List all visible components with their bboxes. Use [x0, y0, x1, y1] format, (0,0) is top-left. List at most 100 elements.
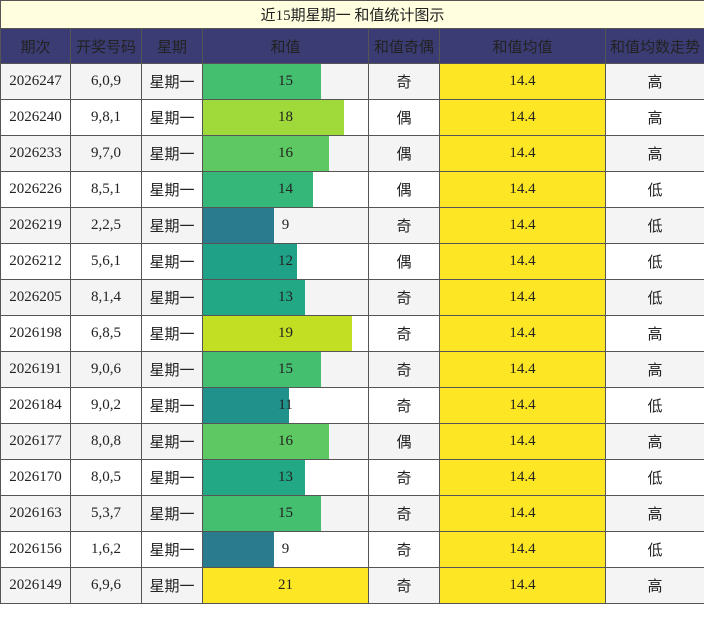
parity-cell: 奇 [368, 387, 440, 424]
sum-value-label: 14 [278, 181, 293, 197]
parity-cell: 奇 [368, 279, 440, 316]
average-cell: 14.4 [439, 135, 606, 172]
parity-cell: 奇 [368, 207, 440, 244]
sum-bar [203, 64, 321, 99]
trend-cell: 高 [604, 99, 704, 136]
weekday-cell: 星期一 [141, 531, 203, 568]
sum-value-label: 15 [278, 361, 293, 377]
sum-value-label: 19 [278, 325, 293, 341]
sum-bar [203, 280, 306, 315]
table-row: 2026226 8,5,1 星期一 14 偶 14.4 低 [0, 171, 704, 208]
numbers-cell: 9,7,0 [70, 135, 142, 172]
sum-cell: 16 [202, 423, 369, 460]
average-cell: 14.4 [439, 171, 606, 208]
numbers-cell: 9,0,6 [70, 351, 142, 388]
sum-cell: 15 [202, 351, 369, 388]
sum-value-label: 21 [278, 577, 293, 593]
table-row: 2026219 2,2,5 星期一 9 奇 14.4 低 [0, 207, 704, 244]
sum-value-label: 15 [278, 505, 293, 521]
table-row: 2026198 6,8,5 星期一 19 奇 14.4 高 [0, 315, 704, 352]
sum-bar [203, 496, 321, 531]
sum-bar [203, 460, 306, 495]
chart-title: 近15期星期一 和值统计图示 [0, 0, 704, 29]
weekday-cell: 星期一 [141, 99, 203, 136]
sum-cell: 12 [202, 243, 369, 280]
sum-value-label: 15 [278, 73, 293, 89]
issue-cell: 2026233 [0, 135, 71, 172]
trend-cell: 高 [604, 423, 704, 460]
issue-cell: 2026240 [0, 99, 71, 136]
sum-cell: 13 [202, 459, 369, 496]
weekday-cell: 星期一 [141, 387, 203, 424]
trend-cell: 低 [604, 207, 704, 244]
numbers-cell: 9,8,1 [70, 99, 142, 136]
average-cell: 14.4 [439, 279, 606, 316]
header-trend: 和值均数走势 [604, 28, 704, 64]
sum-value-label: 11 [278, 397, 293, 413]
issue-cell: 2026156 [0, 531, 71, 568]
trend-cell: 高 [604, 63, 704, 100]
sum-bar [203, 352, 321, 387]
header-sum: 和值 [202, 28, 369, 64]
sum-bar [203, 100, 345, 135]
table-row: 2026149 6,9,6 星期一 21 奇 14.4 高 [0, 567, 704, 604]
parity-cell: 偶 [368, 99, 440, 136]
parity-cell: 奇 [368, 63, 440, 100]
sum-bar [203, 136, 329, 171]
trend-cell: 高 [604, 495, 704, 532]
trend-cell: 低 [604, 387, 704, 424]
average-cell: 14.4 [439, 315, 606, 352]
trend-cell: 低 [604, 243, 704, 280]
sum-bar [203, 208, 274, 243]
title-row: 近15期星期一 和值统计图示 [0, 0, 704, 29]
sum-bar [203, 424, 329, 459]
issue-cell: 2026149 [0, 567, 71, 604]
sum-cell: 15 [202, 495, 369, 532]
numbers-cell: 1,6,2 [70, 531, 142, 568]
numbers-cell: 8,0,8 [70, 423, 142, 460]
table-body: 2026247 6,0,9 星期一 15 奇 14.4 高 2026240 9,8,1 星期一 18… [0, 63, 704, 604]
sum-bar [203, 316, 353, 351]
weekday-cell: 星期一 [141, 315, 203, 352]
issue-cell: 2026163 [0, 495, 71, 532]
sum-bar [203, 244, 298, 279]
table-row: 2026240 9,8,1 星期一 18 偶 14.4 高 [0, 99, 704, 136]
table-row: 2026170 8,0,5 星期一 13 奇 14.4 低 [0, 459, 704, 496]
issue-cell: 2026226 [0, 171, 71, 208]
average-cell: 14.4 [439, 423, 606, 460]
sum-value-label: 13 [278, 289, 293, 305]
sum-statistics-table: 近15期星期一 和值统计图示 期次 开奖号码 星期 和值 和值奇偶 和值均值 和… [0, 0, 704, 604]
sum-bar [203, 388, 290, 423]
sum-value-label: 16 [278, 145, 293, 161]
weekday-cell: 星期一 [141, 135, 203, 172]
issue-cell: 2026205 [0, 279, 71, 316]
issue-cell: 2026170 [0, 459, 71, 496]
sum-bar [203, 568, 368, 603]
parity-cell: 偶 [368, 171, 440, 208]
issue-cell: 2026177 [0, 423, 71, 460]
sum-cell: 9 [202, 207, 369, 244]
parity-cell: 偶 [368, 423, 440, 460]
trend-cell: 高 [604, 315, 704, 352]
average-cell: 14.4 [439, 99, 606, 136]
table-row: 2026184 9,0,2 星期一 11 奇 14.4 低 [0, 387, 704, 424]
sum-value-label: 16 [278, 433, 293, 449]
parity-cell: 奇 [368, 495, 440, 532]
numbers-cell: 5,6,1 [70, 243, 142, 280]
parity-cell: 偶 [368, 243, 440, 280]
weekday-cell: 星期一 [141, 495, 203, 532]
sum-cell: 16 [202, 135, 369, 172]
parity-cell: 奇 [368, 567, 440, 604]
weekday-cell: 星期一 [141, 207, 203, 244]
weekday-cell: 星期一 [141, 279, 203, 316]
header-average: 和值均值 [439, 28, 606, 64]
issue-cell: 2026212 [0, 243, 71, 280]
average-cell: 14.4 [439, 387, 606, 424]
table-row: 2026163 5,3,7 星期一 15 奇 14.4 高 [0, 495, 704, 532]
issue-cell: 2026219 [0, 207, 71, 244]
weekday-cell: 星期一 [141, 171, 203, 208]
weekday-cell: 星期一 [141, 459, 203, 496]
numbers-cell: 9,0,2 [70, 387, 142, 424]
table-row: 2026233 9,7,0 星期一 16 偶 14.4 高 [0, 135, 704, 172]
sum-value-label: 13 [278, 469, 293, 485]
